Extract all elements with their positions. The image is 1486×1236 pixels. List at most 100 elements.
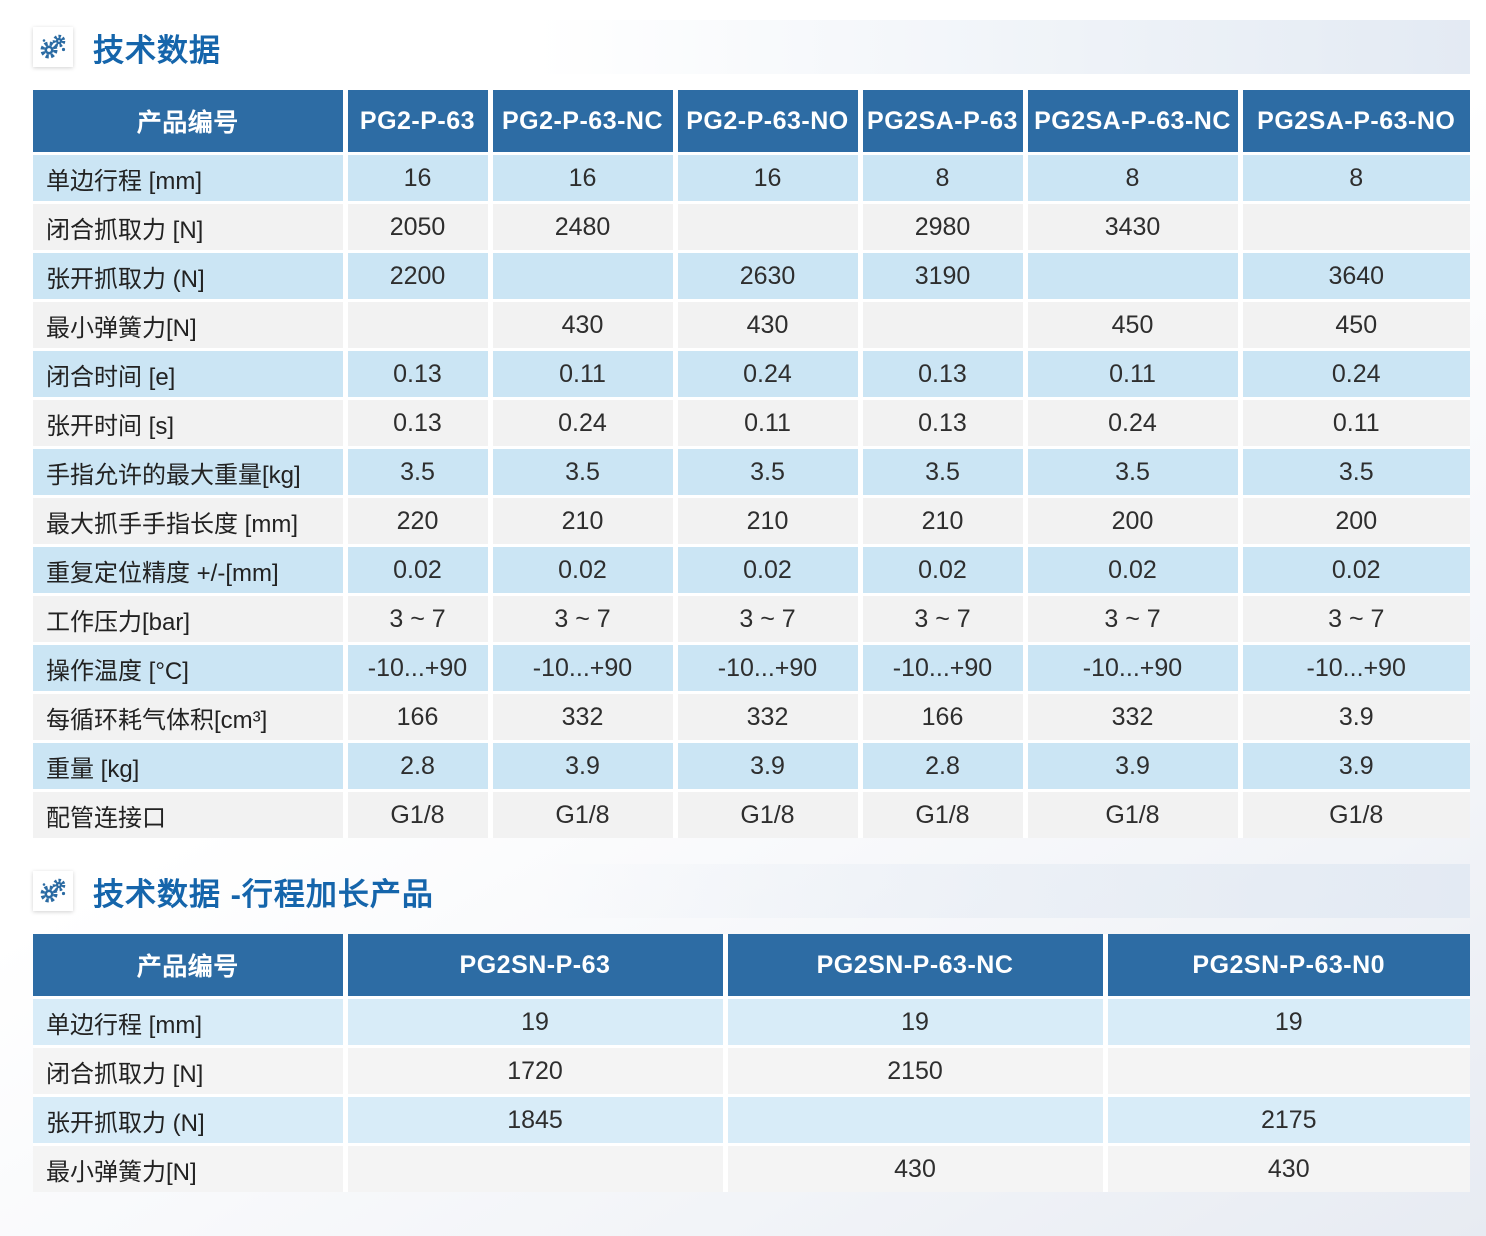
value-cell: 332 [675, 691, 863, 742]
value-cell [860, 299, 1028, 350]
value-cell: 16 [675, 152, 863, 203]
value-cell: 430 [675, 299, 863, 350]
table-row: 闭合抓取力 [N] 1720 2150 [33, 1045, 1470, 1096]
value-cell: -10...+90 [1025, 642, 1243, 693]
value-cell: 3.9 [490, 740, 678, 791]
value-cell: G1/8 [1240, 789, 1470, 838]
value-cell: 16 [345, 152, 493, 203]
section-header-extended-stroke: 技术数据 -行程加长产品 [33, 864, 1470, 918]
value-cell: 0.02 [490, 544, 678, 595]
value-cell: 210 [675, 495, 863, 546]
row-label: 最小弹簧力[N] [33, 299, 348, 350]
row-label: 配管连接口 [33, 789, 348, 838]
value-cell: G1/8 [1025, 789, 1243, 838]
value-cell: 210 [860, 495, 1028, 546]
value-cell: 1845 [345, 1094, 728, 1145]
value-cell: 2.8 [860, 740, 1028, 791]
table-row: 操作温度 [°C] -10...+90 -10...+90 -10...+90 -10.… [33, 642, 1470, 693]
value-cell: 220 [345, 495, 493, 546]
row-label: 重量 [kg] [33, 740, 348, 791]
value-cell: 3430 [1025, 201, 1243, 252]
row-label-column-header: 产品编号 [33, 90, 348, 154]
row-label: 张开时间 [s] [33, 397, 348, 448]
value-cell: 2150 [725, 1045, 1108, 1096]
table-row: 闭合时间 [e] 0.13 0.11 0.24 0.13 0.11 0.24 [33, 348, 1470, 399]
row-label: 闭合抓取力 [N] [33, 201, 348, 252]
value-cell: 2175 [1105, 1094, 1470, 1145]
technical-data-table: 产品编号 PG2-P-63 PG2-P-63-NC PG2-P-63-NO PG2SA-… [33, 90, 1470, 838]
section-title: 技术数据 -行程加长产品 [93, 876, 434, 912]
value-cell [490, 250, 678, 301]
value-cell: 3.9 [1240, 740, 1470, 791]
row-label: 闭合抓取力 [N] [33, 1045, 348, 1096]
product-column-header: PG2SA-P-63 [860, 90, 1028, 154]
value-cell: 1720 [345, 1045, 728, 1096]
value-cell: 3640 [1240, 250, 1470, 301]
row-label: 张开抓取力 (N] [33, 1094, 348, 1145]
value-cell: 332 [1025, 691, 1243, 742]
value-cell: 0.24 [490, 397, 678, 448]
table-row: 重量 [kg] 2.8 3.9 3.9 2.8 3.9 3.9 [33, 740, 1470, 791]
row-label: 手指允许的最大重量[kg] [33, 446, 348, 497]
value-cell: 0.24 [1025, 397, 1243, 448]
value-cell: 3.9 [1240, 691, 1470, 742]
product-column-header: PG2-P-63 [345, 90, 493, 154]
value-cell: 3 ~ 7 [490, 593, 678, 644]
table-row: 每循环耗气体积[cm³] 166 332 332 166 332 3.9 [33, 691, 1470, 742]
value-cell: 210 [490, 495, 678, 546]
product-column-header: PG2SN-P-63-N0 [1105, 934, 1470, 998]
value-cell [345, 1143, 728, 1192]
value-cell: 3190 [860, 250, 1028, 301]
product-column-header: PG2SA-P-63-NO [1240, 90, 1470, 154]
table-row: 张开抓取力 (N] 1845 2175 [33, 1094, 1470, 1145]
row-label: 张开抓取力 (N] [33, 250, 348, 301]
value-cell: 0.13 [345, 348, 493, 399]
row-label: 每循环耗气体积[cm³] [33, 691, 348, 742]
value-cell: 0.11 [675, 397, 863, 448]
value-cell: -10...+90 [345, 642, 493, 693]
row-label: 单边行程 [mm] [33, 996, 348, 1047]
value-cell: 3.5 [490, 446, 678, 497]
value-cell: 2630 [675, 250, 863, 301]
table-row: 配管连接口 G1/8 G1/8 G1/8 G1/8 G1/8 G1/8 [33, 789, 1470, 838]
product-column-header: PG2-P-63-NO [675, 90, 863, 154]
row-label-column-header: 产品编号 [33, 934, 348, 998]
table-row: 闭合抓取力 [N] 2050 2480 2980 3430 [33, 201, 1470, 252]
value-cell: 2980 [860, 201, 1028, 252]
value-cell: 3.5 [1025, 446, 1243, 497]
value-cell: 3.5 [1240, 446, 1470, 497]
value-cell: -10...+90 [1240, 642, 1470, 693]
value-cell: 166 [345, 691, 493, 742]
gears-icon [33, 871, 73, 911]
table-row: 单边行程 [mm] 16 16 16 8 8 8 [33, 152, 1470, 203]
value-cell: 19 [725, 996, 1108, 1047]
table-row: 单边行程 [mm] 19 19 19 [33, 996, 1470, 1047]
value-cell: 450 [1240, 299, 1470, 350]
row-label: 闭合时间 [e] [33, 348, 348, 399]
value-cell: 0.13 [345, 397, 493, 448]
gears-icon [33, 27, 73, 67]
extended-stroke-table: 产品编号 PG2SN-P-63 PG2SN-P-63-NC PG2SN-P-63-N0… [33, 934, 1470, 1192]
value-cell: 3 ~ 7 [675, 593, 863, 644]
section-title: 技术数据 [93, 32, 221, 68]
row-label: 操作温度 [°C] [33, 642, 348, 693]
value-cell: 0.11 [1025, 348, 1243, 399]
value-cell: -10...+90 [860, 642, 1028, 693]
value-cell: 19 [1105, 996, 1470, 1047]
table-row: 手指允许的最大重量[kg] 3.5 3.5 3.5 3.5 3.5 3.5 [33, 446, 1470, 497]
value-cell: G1/8 [345, 789, 493, 838]
value-cell: G1/8 [860, 789, 1028, 838]
value-cell: -10...+90 [490, 642, 678, 693]
value-cell [1105, 1045, 1470, 1096]
row-label: 单边行程 [mm] [33, 152, 348, 203]
table-row: 最小弹簧力[N] 430 430 450 450 [33, 299, 1470, 350]
row-label: 最小弹簧力[N] [33, 1143, 348, 1192]
value-cell: 200 [1240, 495, 1470, 546]
value-cell: 8 [1240, 152, 1470, 203]
value-cell: 3.5 [675, 446, 863, 497]
row-label: 工作压力[bar] [33, 593, 348, 644]
section-header-technical-data: 技术数据 [33, 20, 1470, 74]
page: 技术数据 产品编号 PG2-P-63 PG2-P-63-NC PG2-P-63-NO P… [33, 20, 1470, 1192]
value-cell: G1/8 [490, 789, 678, 838]
value-cell: 3 ~ 7 [1025, 593, 1243, 644]
